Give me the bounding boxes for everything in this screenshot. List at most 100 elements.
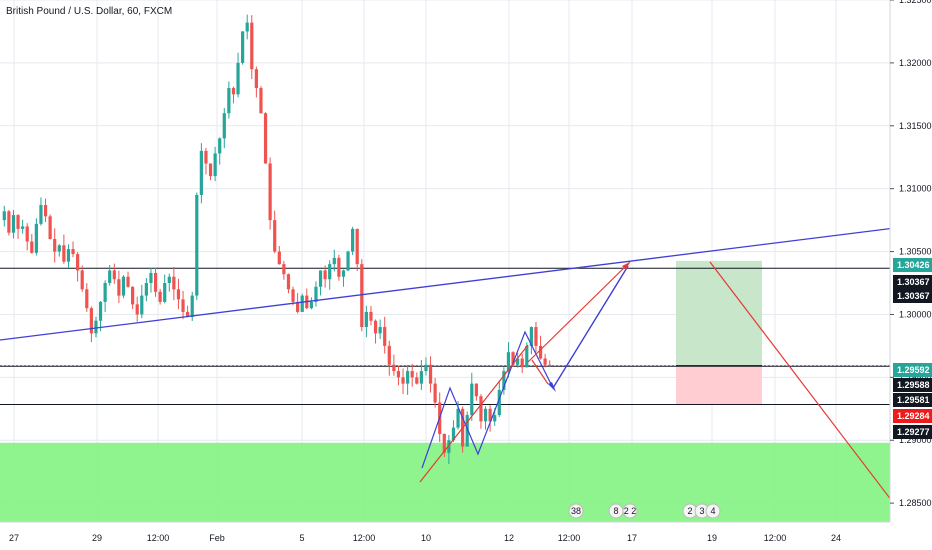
candle-body — [30, 241, 34, 253]
candle-body — [433, 383, 437, 403]
time-tick-label: 12:00 — [353, 533, 376, 543]
price-tick-label: 1.31000 — [899, 184, 932, 194]
candle-body — [506, 352, 511, 372]
candle-body — [511, 352, 515, 365]
drawings[interactable] — [419, 261, 896, 506]
arrow-head — [622, 262, 630, 270]
price-label-text: 1.29588 — [897, 380, 930, 390]
candle-body — [181, 299, 185, 312]
price-label-badge — [893, 425, 932, 439]
price-label-text: 1.29284 — [897, 411, 930, 421]
candle-body — [263, 113, 268, 164]
price-label-text: 1.29277 — [897, 427, 930, 437]
candle-body — [465, 415, 469, 447]
price-label-text: 1.30367 — [897, 277, 930, 287]
price-tick-label: 1.32500 — [899, 0, 932, 5]
calendar-event-badge[interactable] — [705, 503, 721, 519]
support-zone — [0, 442, 890, 522]
candle-body — [488, 408, 492, 422]
candle-body — [126, 276, 130, 287]
candle-body — [332, 257, 336, 265]
price-label-text: 1.29592 — [897, 365, 930, 375]
time-tick-label: 29 — [92, 533, 102, 543]
candle-body — [268, 163, 272, 221]
candle-body — [360, 264, 364, 328]
candle-body — [548, 364, 552, 367]
candle-body — [341, 270, 346, 277]
time-axis[interactable]: 27 29 12:00 Feb 5 12:00 10 12 12:00 17 19 12:00 24 — [0, 521, 932, 550]
candle-body — [117, 279, 121, 296]
candle-body — [406, 371, 410, 384]
candle-body — [135, 304, 139, 315]
candle-body — [419, 371, 423, 384]
projected-down-line[interactable] — [552, 265, 629, 389]
candle-body — [76, 254, 80, 271]
candle-body — [296, 301, 300, 312]
calendar-event-label: 4 — [710, 506, 715, 516]
candle-body — [71, 249, 75, 255]
candle-body — [502, 371, 506, 390]
trendline[interactable] — [0, 227, 896, 341]
time-tick-label: 12:00 — [764, 533, 787, 543]
candle-body — [25, 226, 29, 242]
time-tick-label: 12:00 — [147, 533, 170, 543]
calendar-event-badge[interactable] — [568, 503, 584, 519]
candle-body — [392, 364, 396, 372]
candle-body — [470, 383, 474, 416]
candle-body — [167, 276, 171, 284]
candle-body — [227, 88, 231, 114]
harmonic-pattern-line[interactable] — [421, 330, 554, 469]
time-tick-label: 27 — [9, 533, 19, 543]
price-tick-label: 1.32000 — [899, 58, 932, 68]
candle-body — [401, 377, 405, 384]
candles — [2, 14, 552, 465]
candle-body — [291, 289, 295, 302]
candle-body — [89, 308, 93, 334]
candle-body — [48, 216, 52, 239]
candle-body — [474, 383, 478, 397]
candle-body — [16, 215, 20, 229]
candle-body — [346, 251, 350, 271]
candle-body — [442, 433, 446, 453]
candle-body — [254, 69, 258, 89]
candle-body — [85, 289, 89, 309]
price-axis[interactable]: 1.32500 1.32000 1.31500 1.31000 1.30500 1.300… — [889, 0, 932, 550]
candle-body — [186, 311, 190, 317]
red-trend-line[interactable] — [419, 344, 529, 483]
candle-body — [172, 276, 176, 290]
candle-body — [351, 228, 355, 252]
time-tick-label: 12 — [504, 533, 514, 543]
time-tick-label: 24 — [831, 533, 841, 543]
candle-body — [98, 301, 103, 321]
red-short-line[interactable] — [531, 359, 549, 385]
take-profit-zone[interactable] — [676, 260, 762, 366]
price-label-badge — [893, 393, 932, 407]
calendar-event-badge[interactable] — [622, 503, 638, 519]
red-arrow-line[interactable] — [527, 261, 631, 363]
price-label-badge — [893, 289, 932, 303]
candle-body — [300, 295, 304, 312]
candle-body — [34, 223, 38, 253]
price-label-badge — [893, 378, 932, 392]
candle-body — [543, 358, 547, 365]
price-tick-label: 1.30500 — [899, 247, 932, 257]
candle-body — [241, 31, 245, 63]
stop-loss-zone[interactable] — [676, 365, 762, 405]
candle-body — [337, 257, 341, 277]
candle-body — [483, 408, 488, 422]
time-tick-label: 10 — [421, 533, 431, 543]
candle-body — [355, 228, 359, 265]
candle-body — [277, 251, 281, 265]
candle-body — [144, 283, 148, 296]
price-label-badge — [893, 409, 932, 423]
candle-body — [199, 150, 203, 195]
time-axis-bg — [0, 522, 932, 550]
red-projection-line[interactable] — [709, 261, 896, 506]
candle-body — [131, 286, 135, 305]
candle-body — [364, 311, 368, 328]
candle-body — [259, 88, 263, 114]
calendar-event-label: 2 — [687, 506, 692, 516]
